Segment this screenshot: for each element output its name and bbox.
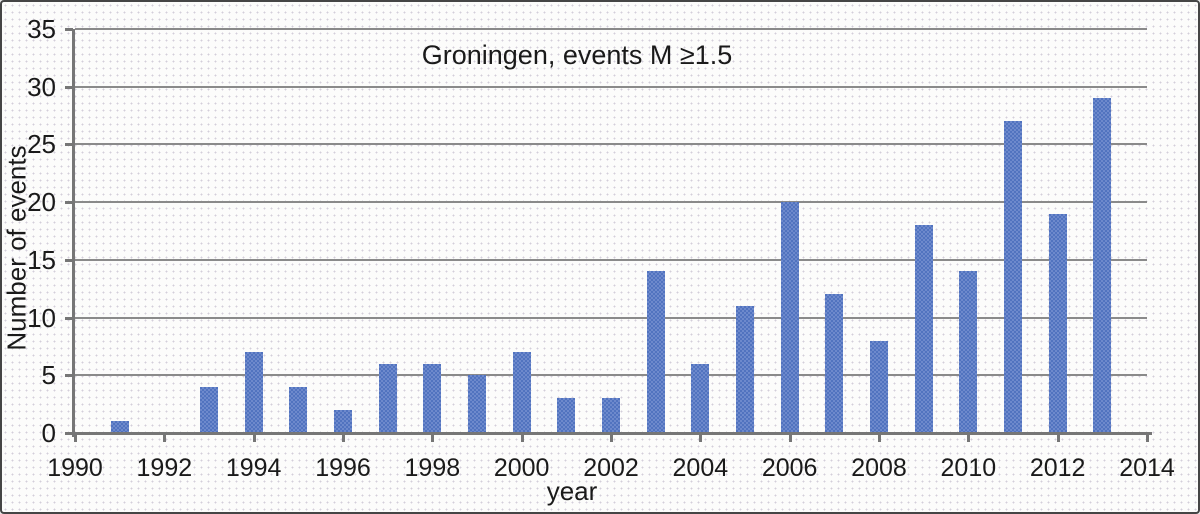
bar-2011 <box>1004 121 1022 433</box>
x-axis-tick <box>1146 435 1149 442</box>
gridline <box>75 316 1147 319</box>
y-axis-tick <box>65 316 73 320</box>
bar-1998 <box>423 363 442 433</box>
x-axis-tick <box>610 435 613 442</box>
bar-2001 <box>557 398 576 433</box>
y-tick-label: 15 <box>27 244 56 275</box>
bar-2004 <box>691 363 710 433</box>
bar-1999 <box>468 375 486 433</box>
x-tick-label: 2006 <box>761 454 818 482</box>
y-tick-label: 25 <box>27 129 56 160</box>
y-axis-tick <box>65 85 73 89</box>
x-axis-tick <box>788 435 792 442</box>
x-tick-label: 1992 <box>136 454 193 482</box>
x-axis-tick <box>252 435 256 442</box>
bar-1997 <box>378 363 397 433</box>
x-tick-label: 1994 <box>225 454 282 482</box>
x-axis-tick <box>520 435 524 442</box>
bar-2000 <box>512 352 531 433</box>
bar-2007 <box>825 294 844 433</box>
gridline <box>75 28 1147 30</box>
bar-2012 <box>1048 213 1067 433</box>
x-axis-tick <box>74 435 77 442</box>
x-tick-label: 1996 <box>315 454 371 482</box>
bar-2010 <box>959 271 978 433</box>
gridline <box>75 258 1147 261</box>
y-axis-line <box>72 29 75 437</box>
x-axis-title: year <box>546 476 598 506</box>
x-tick-label: 2008 <box>851 454 907 482</box>
bar-2008 <box>870 340 888 433</box>
y-axis-tick <box>65 28 73 31</box>
x-tick-label: 2000 <box>493 454 550 482</box>
y-tick-label: 20 <box>27 187 56 218</box>
bar-2009 <box>914 225 933 433</box>
y-tick-label: 5 <box>41 360 56 391</box>
bar-1995 <box>289 386 308 433</box>
x-tick-label: 2012 <box>1029 454 1086 482</box>
y-tick-label: 0 <box>41 418 56 448</box>
gridline <box>75 201 1147 204</box>
bar-1993 <box>200 386 218 433</box>
bar-2005 <box>736 306 754 433</box>
gridline <box>75 374 1147 377</box>
x-tick-label: 1998 <box>404 454 461 482</box>
x-tick-label: 2002 <box>583 454 639 482</box>
gridline <box>75 85 1147 88</box>
x-axis-tick <box>342 435 345 442</box>
y-axis-tick <box>65 201 73 205</box>
bar-1994 <box>244 352 263 433</box>
x-axis-tick <box>1056 435 1060 442</box>
y-tick-label: 10 <box>27 302 56 333</box>
gridline <box>75 143 1147 146</box>
x-axis-tick <box>699 435 703 442</box>
bar-2006 <box>780 202 799 433</box>
chart-title: Groningen, events M ≥1.5 <box>421 40 733 70</box>
y-axis-tick <box>65 258 73 262</box>
y-axis-tick <box>65 432 73 435</box>
bar-2002 <box>602 398 620 433</box>
x-tick-label: 2010 <box>940 454 997 482</box>
y-tick-label: 30 <box>27 71 56 102</box>
x-axis-tick <box>163 435 167 442</box>
x-axis-tick <box>878 435 881 442</box>
x-tick-label: 2004 <box>672 454 729 482</box>
bar-2013 <box>1093 98 1112 433</box>
x-tick-label: 1990 <box>47 454 103 482</box>
y-tick-label: 35 <box>27 14 56 44</box>
x-axis-tick <box>967 435 971 442</box>
bar-1991 <box>110 421 129 433</box>
x-axis-tick <box>431 435 435 442</box>
y-axis-tick <box>65 374 73 378</box>
bar-1996 <box>334 409 352 433</box>
y-axis-tick <box>65 143 73 147</box>
x-axis-line <box>72 432 1152 435</box>
x-tick-label: 2014 <box>1119 454 1175 482</box>
y-axis-title: Number of events <box>1 145 32 351</box>
bar-2003 <box>646 271 665 433</box>
